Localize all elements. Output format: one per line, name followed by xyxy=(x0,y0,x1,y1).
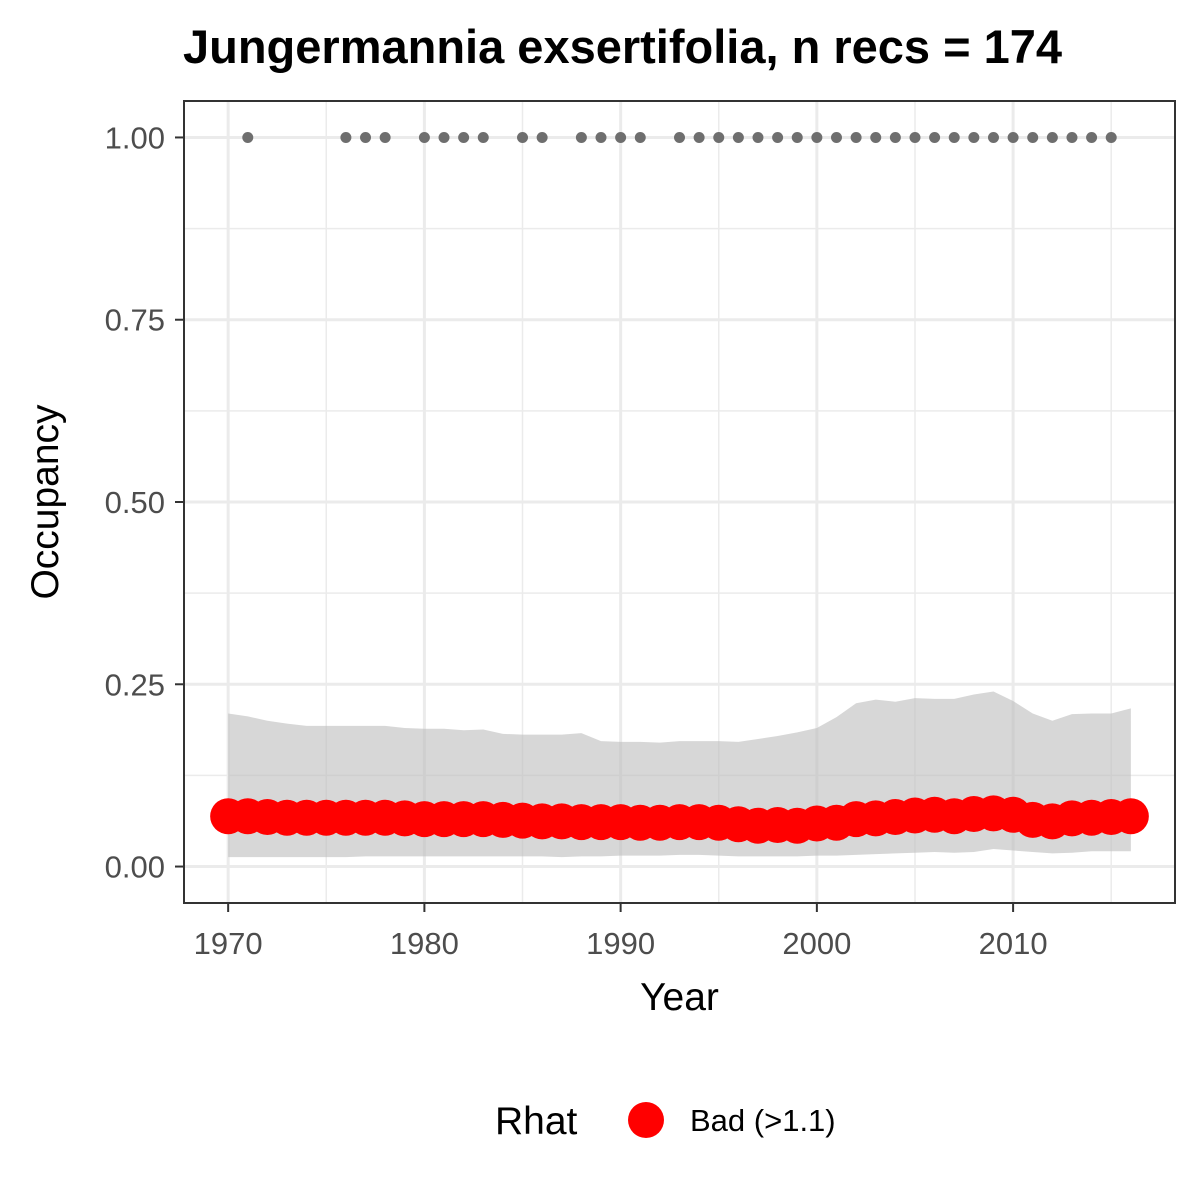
record-point xyxy=(929,131,941,143)
record-point xyxy=(418,131,430,143)
record-point xyxy=(909,131,921,143)
record-point xyxy=(477,131,489,143)
record-point xyxy=(693,131,705,143)
record-point xyxy=(360,131,372,143)
record-point xyxy=(595,131,607,143)
x-tick-label: 2010 xyxy=(979,926,1048,961)
record-point xyxy=(242,131,254,143)
y-tick-label: 0.00 xyxy=(105,850,165,885)
record-point xyxy=(536,131,548,143)
record-point xyxy=(575,131,587,143)
y-tick-label: 0.75 xyxy=(105,303,165,338)
x-axis-title: Year xyxy=(640,976,719,1019)
record-point xyxy=(674,131,685,143)
x-tick-label: 1970 xyxy=(194,926,263,961)
record-point xyxy=(772,131,784,143)
record-points-layer xyxy=(242,131,1117,143)
y-tick-label: 0.50 xyxy=(105,485,165,520)
record-point xyxy=(732,131,744,143)
y-axis-title: Occupancy xyxy=(24,404,67,600)
record-point xyxy=(713,131,725,143)
legend-label: Bad (>1.1) xyxy=(690,1103,836,1138)
record-point xyxy=(1086,131,1098,143)
chart-title: Jungermannia exsertifolia, n recs = 174 xyxy=(183,20,1062,73)
x-tick-label: 1990 xyxy=(586,926,655,961)
legend: Rhat Bad (>1.1) xyxy=(495,1100,836,1143)
record-point xyxy=(634,131,646,143)
record-point xyxy=(870,131,882,143)
record-point xyxy=(340,131,352,143)
record-point xyxy=(379,131,391,143)
x-tick-label: 2000 xyxy=(782,926,851,961)
record-point xyxy=(1105,131,1117,143)
record-point xyxy=(615,131,627,143)
record-point xyxy=(1007,131,1019,143)
record-point xyxy=(791,131,803,143)
record-point xyxy=(968,131,980,143)
y-axis: 0.00 0.25 0.50 0.75 1.00 xyxy=(105,120,184,885)
record-point xyxy=(1046,131,1058,143)
record-point xyxy=(458,131,470,143)
record-point xyxy=(987,131,999,143)
record-point xyxy=(811,131,823,143)
y-tick-label: 1.00 xyxy=(105,120,165,155)
y-tick-label: 0.25 xyxy=(105,667,165,702)
plot-area xyxy=(183,100,1176,904)
x-tick-label: 1980 xyxy=(390,926,459,961)
record-point xyxy=(1027,131,1039,143)
record-point xyxy=(1066,131,1078,143)
record-point xyxy=(889,131,901,143)
occupancy-estimate-layer xyxy=(210,795,1149,844)
legend-key-circle xyxy=(628,1102,664,1138)
legend-title: Rhat xyxy=(495,1100,578,1143)
record-point xyxy=(948,131,960,143)
record-point xyxy=(517,131,529,143)
record-point xyxy=(438,131,450,143)
record-point xyxy=(752,131,764,143)
x-axis: 1970 1980 1990 2000 2010 xyxy=(194,903,1048,961)
record-point xyxy=(850,131,862,143)
occupancy-point xyxy=(1112,798,1149,835)
record-point xyxy=(830,131,842,143)
